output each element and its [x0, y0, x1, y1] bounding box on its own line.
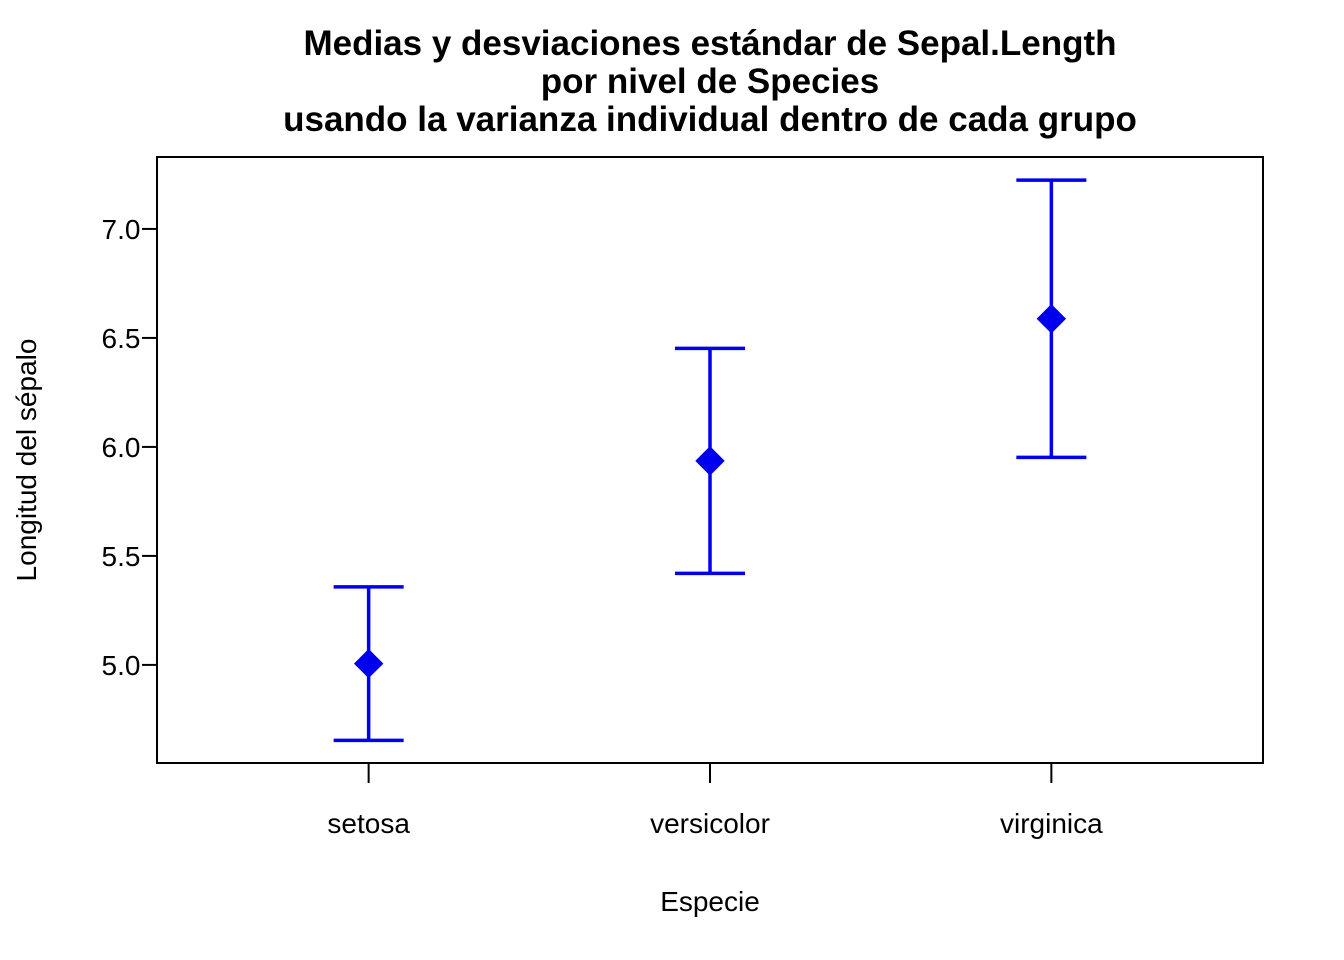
error-bar-marks [333, 178, 1087, 743]
mean-point-versicolor [695, 446, 725, 476]
x-tick-label-versicolor: versicolor [650, 808, 770, 839]
chart-title-line-3: usando la varianza individual dentro de … [283, 100, 1137, 139]
y-tick-label: 5.5 [102, 541, 141, 572]
chart-title-line-1: Medias y desviaciones estándar de Sepal.… [303, 24, 1116, 63]
y-tick-label: 6.0 [102, 432, 141, 463]
y-tick-label: 5.0 [102, 650, 141, 681]
y-tick-label: 7.0 [102, 214, 141, 245]
mean-point-virginica [1036, 304, 1067, 334]
mean-point-setosa [353, 648, 384, 679]
x-tick-label-setosa: setosa [327, 808, 410, 839]
chart-title-line-2: por nivel de Species [541, 62, 879, 101]
x-axis: setosa versicolor virginica [327, 763, 1103, 839]
y-axis-label: Longitud del sépalo [11, 339, 42, 582]
x-axis-label: Especie [660, 886, 760, 917]
y-axis: 5.0 5.5 6.0 6.5 7.0 [102, 214, 157, 681]
x-tick-label-virginica: virginica [1000, 808, 1103, 839]
y-tick-label: 6.5 [102, 323, 141, 354]
